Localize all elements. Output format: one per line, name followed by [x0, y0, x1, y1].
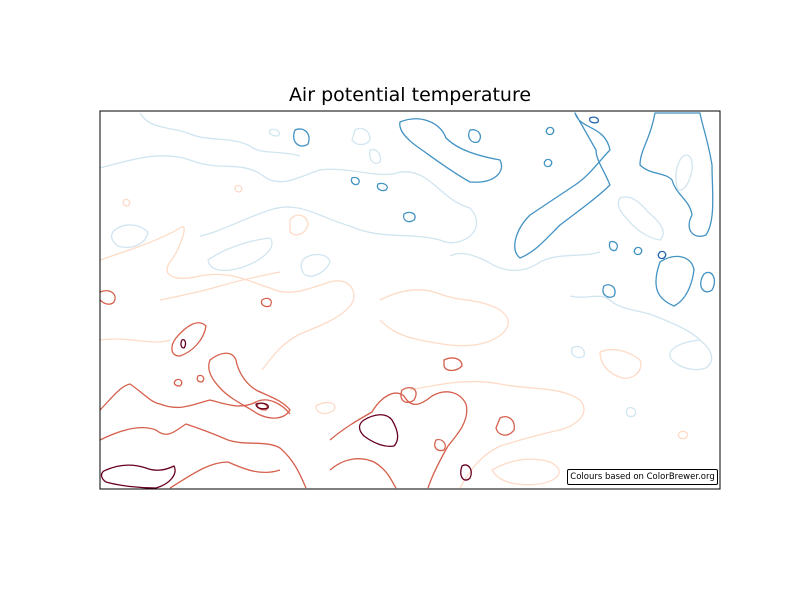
contour-level-4: [409, 380, 585, 489]
contour-level-3: [207, 237, 273, 272]
contour-level-5: [100, 423, 307, 489]
contour-level-4: [289, 214, 309, 236]
contour-level-4: [122, 198, 131, 207]
contour-level-6: [100, 464, 176, 489]
contour-level-2: [293, 128, 310, 147]
contour-level-2: [633, 246, 643, 256]
plot-frame: [99, 110, 721, 490]
contour-level-2: [545, 126, 555, 136]
contour-level-5: [100, 290, 116, 305]
contour-level-1: [657, 250, 667, 260]
contour-level-2: [468, 129, 482, 144]
contour-level-3: [569, 295, 701, 341]
contour-level-5: [400, 386, 417, 404]
contour-level-6: [460, 464, 472, 481]
contour-level-5: [434, 438, 446, 452]
contour-level-3: [100, 155, 478, 244]
contour-level-5: [329, 458, 397, 489]
contour-level-4: [100, 226, 355, 371]
contour-level-2: [700, 271, 716, 293]
contour-level-3: [675, 154, 693, 191]
contour-level-5: [171, 322, 207, 357]
contour-level-4: [315, 401, 336, 415]
colorbrewer-credit: Colours based on ColorBrewer.org: [567, 469, 718, 485]
contour-level-3: [300, 253, 331, 277]
contour-level-2: [602, 284, 616, 298]
chart-title: Air potential temperature: [288, 84, 532, 106]
contour-level-2: [350, 176, 360, 186]
contour-level-2: [608, 240, 618, 252]
contour-level-4: [379, 289, 509, 347]
contour-level-3: [669, 339, 713, 371]
contour-level-2: [639, 112, 714, 237]
contour-level-3: [617, 196, 664, 241]
contour-level-5: [329, 391, 468, 489]
contour-level-2: [402, 211, 416, 223]
contour-level-3: [449, 251, 601, 271]
contour-level-4: [491, 458, 560, 486]
contour-level-3: [139, 112, 301, 157]
contour-level-5: [100, 383, 291, 415]
contour-level-2: [376, 182, 388, 192]
contour-level-3: [351, 127, 371, 146]
contour-level-5: [169, 461, 281, 489]
contour-level-6: [358, 414, 399, 448]
contour-level-4: [234, 184, 243, 193]
contour-level-2: [655, 255, 695, 307]
plot-area: [100, 111, 720, 489]
contour-level-3: [625, 406, 637, 418]
contour-level-3: [268, 128, 280, 137]
contour-level-3: [571, 345, 585, 359]
contour-level-2: [399, 118, 503, 183]
contour-level-3: [368, 148, 382, 164]
contour-level-5: [173, 378, 183, 387]
contour-level-4: [100, 338, 171, 343]
contour-level-5: [196, 374, 205, 383]
contour-level-5: [443, 357, 463, 372]
contour-level-2: [543, 158, 553, 168]
contour-level-5: [260, 297, 272, 308]
contour-level-5: [495, 416, 515, 436]
contour-level-3: [110, 224, 149, 248]
contour-level-1: [588, 116, 600, 124]
contour-level-4: [159, 271, 281, 301]
contour-level-4: [599, 348, 642, 379]
contour-level-5: [208, 352, 291, 419]
contour-level-6: [180, 338, 187, 349]
contour-level-2: [514, 112, 611, 259]
contour-level-4: [677, 430, 689, 440]
contour-level-6: [255, 402, 269, 410]
